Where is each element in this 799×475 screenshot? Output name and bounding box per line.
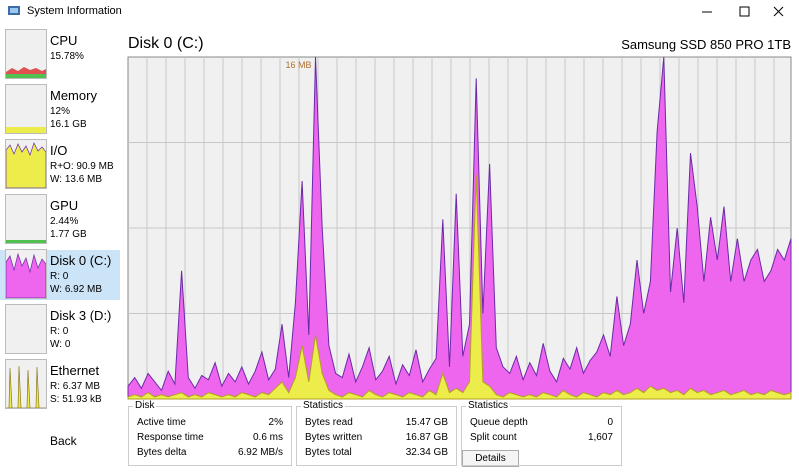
stat-label: Split count [470, 432, 517, 443]
stat-value: 15.47 GB [405, 417, 448, 428]
stat-value: 1,607 [587, 432, 613, 443]
item-detail: W: 0 [50, 339, 71, 350]
item-label: Memory [50, 88, 97, 103]
stat-label: Bytes read [305, 417, 353, 428]
stat-value: 2% [268, 417, 283, 428]
item-label: Disk 0 (C:) [50, 253, 112, 268]
gpu-thumbnail[interactable] [5, 194, 47, 244]
item-label: Disk 3 (D:) [50, 308, 112, 323]
item-detail: R: 0 [50, 326, 69, 337]
stat-label: Bytes total [305, 447, 352, 458]
stat-group: Statistics Bytes read 15.47 GB Bytes writte… [296, 400, 457, 466]
disk3-thumbnail[interactable] [5, 304, 47, 354]
cpu-thumbnail[interactable] [5, 29, 47, 79]
window-title: System Information [27, 5, 122, 17]
disk0-thumbnail[interactable] [5, 249, 47, 299]
group-title: Statistics [466, 400, 511, 411]
disk-graph: 16 MB [127, 56, 792, 400]
item-detail: S: 51.93 kB [50, 394, 102, 405]
stat-group: Statistics Queue depth 0 Split count 1,607 [461, 400, 622, 466]
item-detail: W: 6.92 MB [50, 284, 103, 295]
write-area [127, 56, 792, 400]
group-title: Statistics [301, 400, 346, 411]
stat-label: Bytes written [305, 432, 363, 443]
item-label: GPU [50, 198, 79, 213]
panel-title: Disk 0 (C:) [128, 35, 204, 52]
io-thumbnail[interactable] [5, 139, 47, 189]
item-detail: 2.44% [50, 216, 79, 227]
item-detail: 12% [50, 106, 71, 117]
stat-label: Active time [137, 417, 186, 428]
item-label: CPU [50, 33, 78, 48]
item-label: I/O [50, 143, 68, 158]
group-title: Disk [133, 400, 157, 411]
item-detail: 15.78% [50, 51, 84, 62]
stat-value: 32.34 GB [405, 447, 448, 458]
item-detail: R: 6.37 MB [50, 381, 101, 392]
app-icon [8, 6, 20, 15]
read-area [127, 174, 792, 400]
item-label: Ethernet [50, 363, 100, 378]
ethernet-thumbnail[interactable] [5, 359, 47, 409]
stat-label: Bytes delta [137, 447, 187, 458]
stat-value: 0.6 ms [252, 432, 283, 443]
stat-group: Disk Active time 2% Response time 0.6 ms Byte… [128, 400, 292, 466]
item-detail: 1.77 GB [50, 229, 87, 240]
item-detail: R+O: 90.9 MB [50, 161, 114, 172]
stat-value: 6.92 MB/s [237, 447, 283, 458]
stat-value: 16.87 GB [405, 432, 448, 443]
device-name: Samsung SSD 850 PRO 1TB [621, 37, 791, 52]
stat-label: Queue depth [470, 417, 528, 428]
item-detail: R: 0 [50, 271, 69, 282]
item-detail: W: 13.6 MB [50, 174, 103, 185]
window-controls[interactable] [690, 0, 799, 24]
stat-label: Response time [137, 432, 204, 443]
item-detail: 16.1 GB [50, 119, 87, 130]
stat-value: 0 [607, 417, 613, 428]
max-label: 16 MB [285, 60, 311, 70]
memory-thumbnail[interactable] [5, 84, 47, 134]
back-button[interactable]: Back [50, 434, 77, 448]
details-button[interactable]: Details [462, 450, 519, 467]
